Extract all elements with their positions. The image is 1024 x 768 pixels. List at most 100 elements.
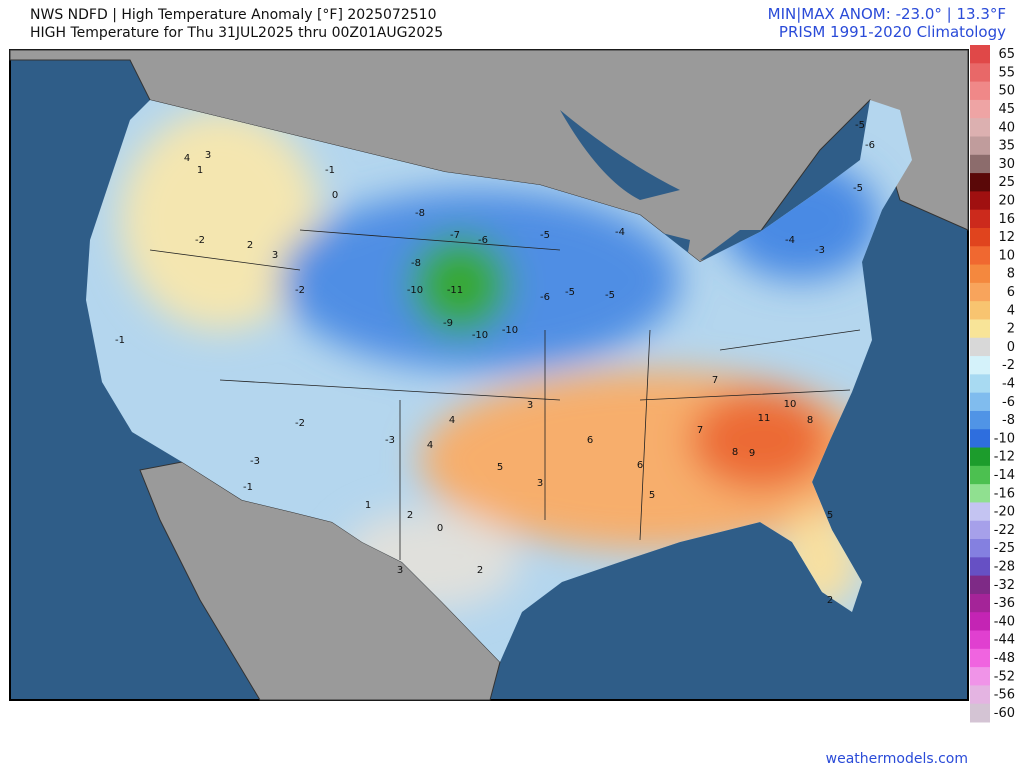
map-value: -3 bbox=[250, 456, 260, 467]
colorbar-swatch bbox=[970, 429, 990, 449]
map-value: -4 bbox=[615, 227, 625, 238]
colorbar-swatch bbox=[970, 264, 990, 284]
title-line1: NWS NDFD | High Temperature Anomaly [°F]… bbox=[30, 7, 436, 23]
map-value: -10 bbox=[407, 285, 423, 296]
map-value: -10 bbox=[502, 325, 518, 336]
map-value: -5 bbox=[855, 120, 865, 131]
map-value: 4 bbox=[184, 153, 190, 164]
colorbar-swatch bbox=[970, 45, 990, 64]
colorbar-label: -16 bbox=[994, 486, 1015, 501]
map-value: 2 bbox=[827, 595, 833, 606]
map-value: 3 bbox=[397, 565, 403, 576]
colorbar-swatch bbox=[970, 374, 990, 394]
colorbar-swatch bbox=[970, 99, 990, 119]
map-value: -6 bbox=[540, 292, 550, 303]
colorbar: 65555045403530252016121086420-2-4-6-8-10… bbox=[970, 45, 1015, 723]
colorbar-label: -36 bbox=[994, 596, 1015, 611]
colorbar-swatch bbox=[970, 191, 990, 211]
map-value: 1 bbox=[197, 165, 203, 176]
colorbar-label: -2 bbox=[1002, 358, 1015, 373]
map-value: 5 bbox=[649, 490, 655, 501]
colorbar-swatch bbox=[970, 392, 990, 412]
colorbar-swatch bbox=[970, 557, 990, 577]
colorbar-label: 4 bbox=[1007, 303, 1015, 318]
map-value: 3 bbox=[205, 150, 211, 161]
map-value: -8 bbox=[411, 258, 421, 269]
map-value: -5 bbox=[540, 230, 550, 241]
colorbar-label: -28 bbox=[994, 559, 1015, 574]
colorbar-swatch bbox=[970, 703, 990, 723]
colorbar-swatch bbox=[970, 502, 990, 522]
map-value: 7 bbox=[697, 425, 703, 436]
colorbar-label: 8 bbox=[1007, 267, 1015, 282]
colorbar-label: -44 bbox=[994, 633, 1015, 648]
colorbar-swatch bbox=[970, 685, 990, 705]
map-value: -9 bbox=[443, 318, 453, 329]
colorbar-label: 55 bbox=[998, 65, 1015, 80]
map-value: 8 bbox=[732, 447, 738, 458]
colorbar-label: 12 bbox=[998, 230, 1015, 245]
colorbar-label: -48 bbox=[994, 651, 1015, 666]
colorbar-label: -14 bbox=[994, 468, 1015, 483]
map-value: 3 bbox=[537, 478, 543, 489]
map-value: 1 bbox=[365, 500, 371, 511]
colorbar-swatch bbox=[970, 593, 990, 613]
colorbar-label: -8 bbox=[1002, 413, 1015, 428]
climatology: PRISM 1991-2020 Climatology bbox=[779, 23, 1006, 41]
map-value: -10 bbox=[472, 330, 488, 341]
map-value: -5 bbox=[605, 290, 615, 301]
map-value: -2 bbox=[295, 285, 305, 296]
map-value: 7 bbox=[712, 375, 718, 386]
colorbar-label: -32 bbox=[994, 578, 1015, 593]
colorbar-label: -22 bbox=[994, 523, 1015, 538]
map-value: 5 bbox=[497, 462, 503, 473]
colorbar-swatch bbox=[970, 136, 990, 156]
colorbar-swatch bbox=[970, 301, 990, 320]
colorbar-label: -40 bbox=[994, 614, 1015, 629]
colorbar-swatch bbox=[970, 447, 990, 467]
colorbar-swatch bbox=[970, 539, 990, 558]
map-value: 2 bbox=[407, 510, 413, 521]
map-value: 3 bbox=[527, 400, 533, 411]
map-value: -1 bbox=[115, 335, 125, 346]
colorbar-swatch bbox=[970, 282, 990, 302]
map-value: -3 bbox=[385, 435, 395, 446]
colorbar-label: 45 bbox=[998, 102, 1015, 117]
map-values: -11-10-10 -10-9-8-8-7 -6-6 -5 -5-5 -4-5-6-5-4… bbox=[115, 120, 875, 606]
colorbar-label: 65 bbox=[998, 47, 1015, 62]
colorbar-label: 2 bbox=[1007, 322, 1015, 337]
map-value: 2 bbox=[247, 240, 253, 251]
colorbar-swatch bbox=[970, 337, 990, 357]
colorbar-swatch bbox=[970, 118, 990, 137]
colorbar-label: 35 bbox=[998, 139, 1015, 154]
colorbar-swatch bbox=[970, 630, 990, 650]
map-value: 4 bbox=[427, 440, 433, 451]
colorbar-label: 10 bbox=[998, 248, 1015, 263]
colorbar-swatch bbox=[970, 410, 990, 430]
map-value: -4 bbox=[785, 235, 795, 246]
colorbar-label: 25 bbox=[998, 175, 1015, 190]
footer: weathermodels.com bbox=[826, 751, 968, 767]
map-value: 9 bbox=[749, 448, 755, 459]
colorbar-swatch bbox=[970, 356, 990, 375]
map-value: -1 bbox=[243, 482, 253, 493]
colorbar-label: 16 bbox=[998, 212, 1015, 227]
colorbar-label: -4 bbox=[1002, 377, 1015, 392]
colorbar-label: 50 bbox=[998, 84, 1015, 99]
map-value: 6 bbox=[637, 460, 643, 471]
colorbar-swatch bbox=[970, 520, 990, 540]
colorbar-label: 40 bbox=[998, 120, 1015, 135]
colorbar-swatch bbox=[970, 484, 990, 503]
map: -11-10-10 -10-9-8-8-7 -6-6 -5 -5-5 -4-5-6-5-4… bbox=[9, 49, 969, 701]
colorbar-swatch bbox=[970, 667, 990, 686]
title-line2: HIGH Temperature for Thu 31JUL2025 thru … bbox=[30, 25, 443, 41]
colorbar-label: -12 bbox=[994, 450, 1015, 465]
map-value: -6 bbox=[478, 235, 488, 246]
colorbar-swatch bbox=[970, 575, 990, 595]
colorbar-swatch bbox=[970, 465, 990, 485]
colorbar-swatch bbox=[970, 246, 990, 266]
colorbar-swatch bbox=[970, 81, 990, 101]
colorbar-label: 0 bbox=[1007, 340, 1015, 355]
map-value: 0 bbox=[332, 190, 338, 201]
